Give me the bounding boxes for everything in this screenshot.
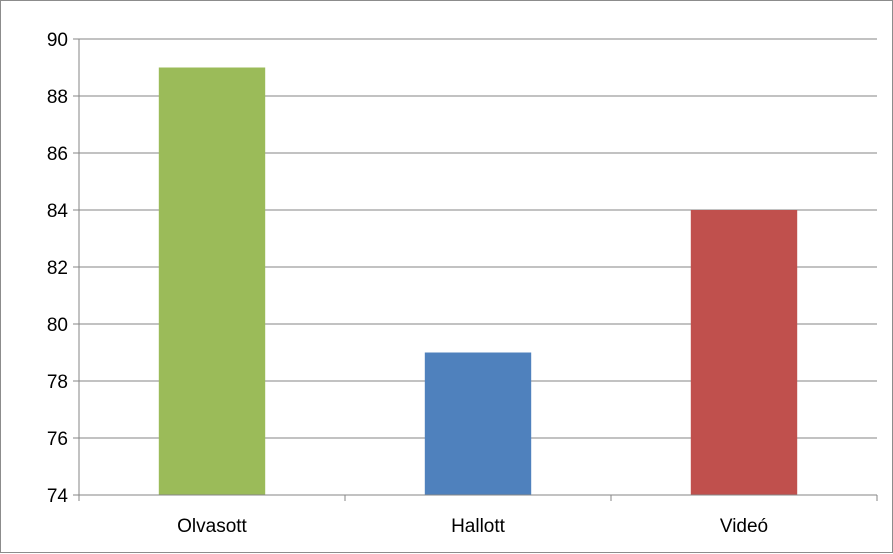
y-tick-label: 90	[47, 30, 68, 51]
x-tick-labels: Olvasott Hallott Videó	[177, 516, 768, 537]
y-tick-label: 86	[47, 144, 68, 165]
y-tick-label: 76	[47, 429, 68, 450]
y-tick-label: 74	[47, 486, 69, 507]
y-tick-label: 88	[47, 87, 68, 108]
x-tick-label: Hallott	[451, 516, 506, 537]
bar-olvasott	[158, 67, 266, 495]
bar-videó	[690, 210, 798, 495]
bars	[158, 67, 798, 495]
x-tick-label: Olvasott	[177, 516, 247, 537]
y-tick-label: 82	[47, 258, 68, 279]
axes	[73, 38, 878, 501]
y-tick-label: 84	[47, 201, 69, 222]
y-tick-label: 80	[47, 315, 68, 336]
bar-hallott	[424, 352, 532, 495]
x-tick-label: Videó	[720, 516, 768, 537]
y-tick-label: 78	[47, 372, 68, 393]
y-tick-labels: 74 76 78 80 82 84 86 88 90	[47, 30, 69, 507]
